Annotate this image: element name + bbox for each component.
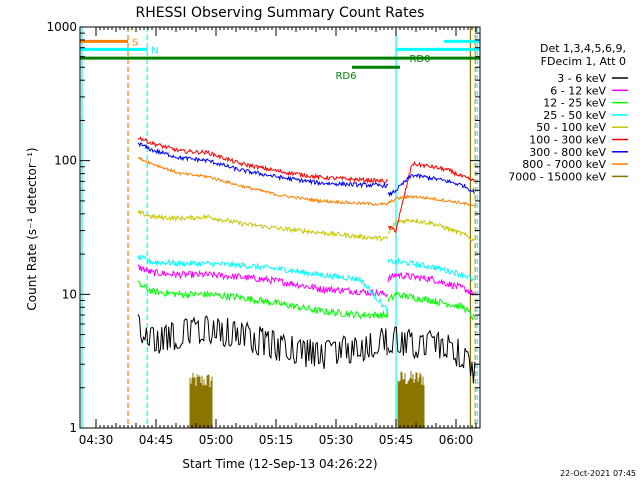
plot-area: S N RD0 RD6	[80, 27, 480, 428]
series-line	[137, 263, 389, 298]
x-tick-label: 06:00	[439, 433, 474, 447]
series-3-6-kev	[137, 314, 476, 384]
flag-label-n: N	[151, 45, 158, 56]
series-line	[387, 326, 476, 384]
chart-title: RHESSI Observing Summary Count Rates	[136, 5, 425, 21]
series-50-100-kev	[137, 209, 475, 242]
y-tick-label: 100	[54, 154, 77, 168]
y-axis-label: Count Rate (s⁻¹ detector⁻¹)	[25, 147, 39, 310]
legend-entry-label: 3 - 6 keV	[557, 72, 606, 85]
x-tick-label: 05:45	[379, 433, 414, 447]
spike-cluster-0	[189, 372, 213, 428]
series-line	[387, 173, 475, 198]
legend-header-decimation: FDecim 1, Att 0	[541, 55, 626, 68]
series-line	[137, 254, 389, 313]
legend-entry-label: 50 - 100 keV	[536, 121, 606, 134]
series-800-7000-kev	[137, 156, 475, 207]
legend: Det 1,3,4,5,6,9, FDecim 1, Att 0 3 - 6 k…	[508, 42, 628, 183]
x-tick-label: 05:30	[319, 433, 354, 447]
y-tick-label: 1	[69, 421, 77, 435]
legend-entry-label: 800 - 7000 keV	[522, 158, 606, 171]
series-12-25-kev	[137, 280, 475, 321]
x-axis-label: Start Time (12-Sep-13 04:26:22)	[182, 457, 377, 471]
series-line	[137, 314, 388, 369]
flag-label-s: S	[132, 37, 138, 48]
spike-cluster-1	[397, 370, 425, 428]
flag-label-rd6: RD6	[335, 71, 356, 82]
series-line	[137, 280, 389, 320]
legend-header-detectors: Det 1,3,4,5,6,9,	[540, 42, 626, 55]
series-line	[387, 291, 475, 321]
series-line	[137, 209, 389, 242]
x-tick-label: 05:00	[199, 433, 234, 447]
series-line	[387, 194, 475, 207]
legend-entry-label: 7000 - 15000 keV	[508, 170, 606, 183]
series-line	[387, 271, 475, 296]
series-100-300-kev	[137, 136, 475, 233]
legend-entry-label: 6 - 12 keV	[550, 84, 606, 97]
y-tick-label: 1000	[46, 20, 77, 34]
axes: 1 10 100 1000 04:30 04:45 05:00 05:15 05:30 05:45…	[46, 20, 481, 447]
x-tick-label: 04:45	[139, 433, 174, 447]
x-tick-label: 05:15	[259, 433, 294, 447]
legend-entry-label: 12 - 25 keV	[543, 97, 606, 110]
flag-label-rd0: RD0	[409, 54, 430, 65]
series-line	[137, 142, 389, 189]
legend-entry-label: 100 - 300 keV	[529, 134, 606, 147]
series-300-800-kev	[137, 142, 475, 198]
series-25-50-kev	[137, 254, 475, 313]
legend-entry-label: 25 - 50 keV	[543, 109, 606, 122]
footer-timestamp: 22-Oct-2021 07:45	[560, 469, 636, 478]
series-line	[387, 218, 475, 242]
legend-entry-label: 300 - 800 keV	[529, 146, 606, 159]
series-line	[137, 136, 389, 185]
series-line	[387, 160, 475, 233]
series-line	[137, 156, 388, 207]
y-tick-label: 10	[62, 287, 77, 301]
x-tick-label: 04:30	[79, 433, 114, 447]
series-line	[387, 257, 475, 283]
series-6-12-kev	[137, 263, 475, 298]
